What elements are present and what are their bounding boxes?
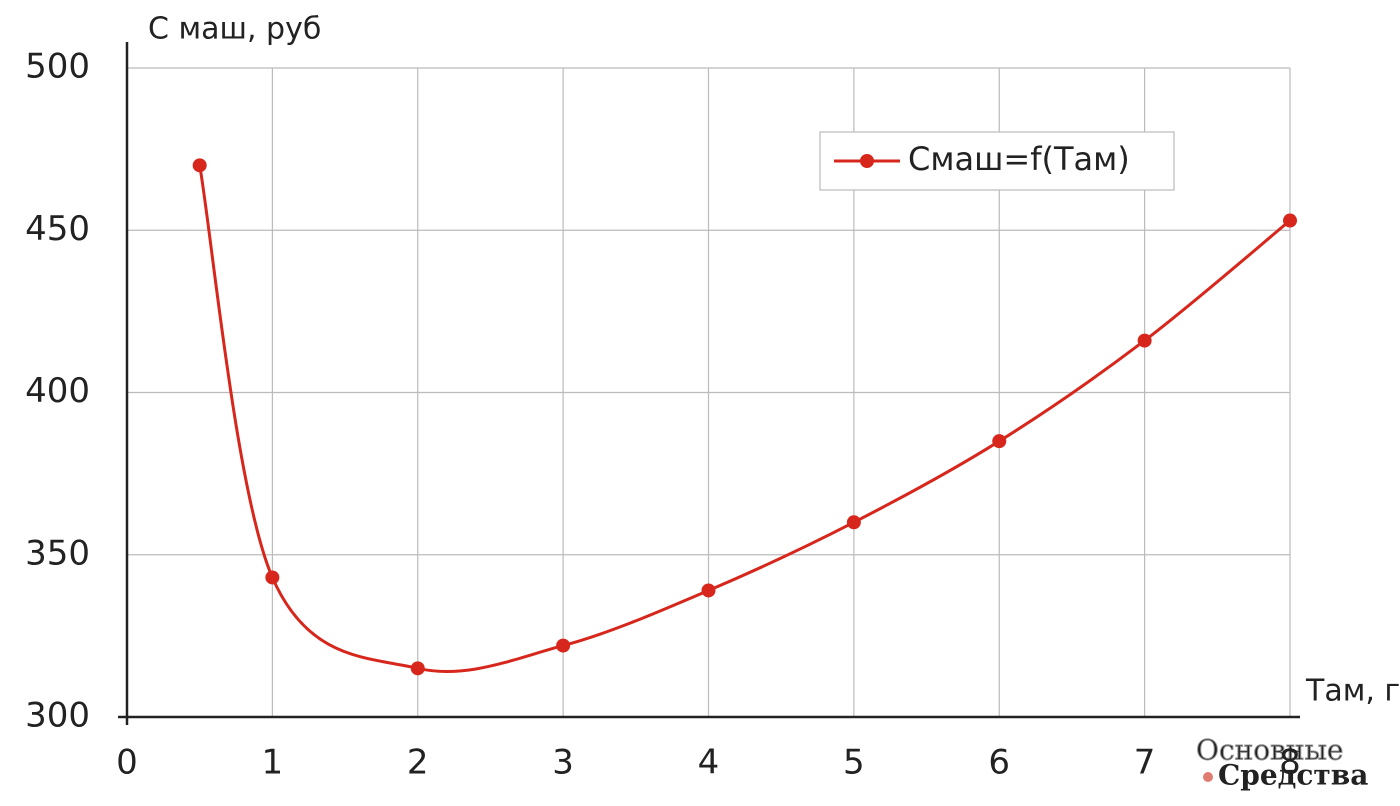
y-tick-label: 400 xyxy=(25,371,90,411)
x-tick-label: 1 xyxy=(262,743,284,783)
watermark: Основные xyxy=(1196,734,1343,767)
point xyxy=(410,661,425,676)
x-tick-label: 8 xyxy=(1279,743,1301,783)
x-tick-label: 7 xyxy=(1134,743,1156,783)
y-tick-label: 500 xyxy=(25,47,90,87)
legend-label: Cмаш=f(Tам) xyxy=(908,140,1130,178)
watermark-dot xyxy=(1203,772,1213,782)
line xyxy=(198,165,1291,674)
watermark: Средства xyxy=(1218,759,1368,792)
x-tick-label: 6 xyxy=(988,743,1010,783)
y-tick-label: 300 xyxy=(25,696,90,736)
x-tick-label: 0 xyxy=(116,743,138,783)
x-tick-label: 3 xyxy=(552,743,574,783)
point xyxy=(1137,333,1152,348)
point xyxy=(701,583,716,598)
x-tick-label: 5 xyxy=(843,743,865,783)
y-tick-label: 450 xyxy=(25,209,90,249)
point xyxy=(846,515,861,530)
y-tick-label: 350 xyxy=(25,533,90,573)
x-axis-label: Tам, г xyxy=(1305,674,1400,709)
point xyxy=(265,570,280,585)
point xyxy=(556,638,571,653)
y-axis-label: C маш, руб xyxy=(148,12,321,47)
x-tick-label: 2 xyxy=(407,743,429,783)
point xyxy=(992,434,1007,449)
point xyxy=(1283,213,1297,228)
x-tick-label: 4 xyxy=(698,743,720,783)
point xyxy=(192,158,207,173)
legend-marker xyxy=(860,154,874,168)
